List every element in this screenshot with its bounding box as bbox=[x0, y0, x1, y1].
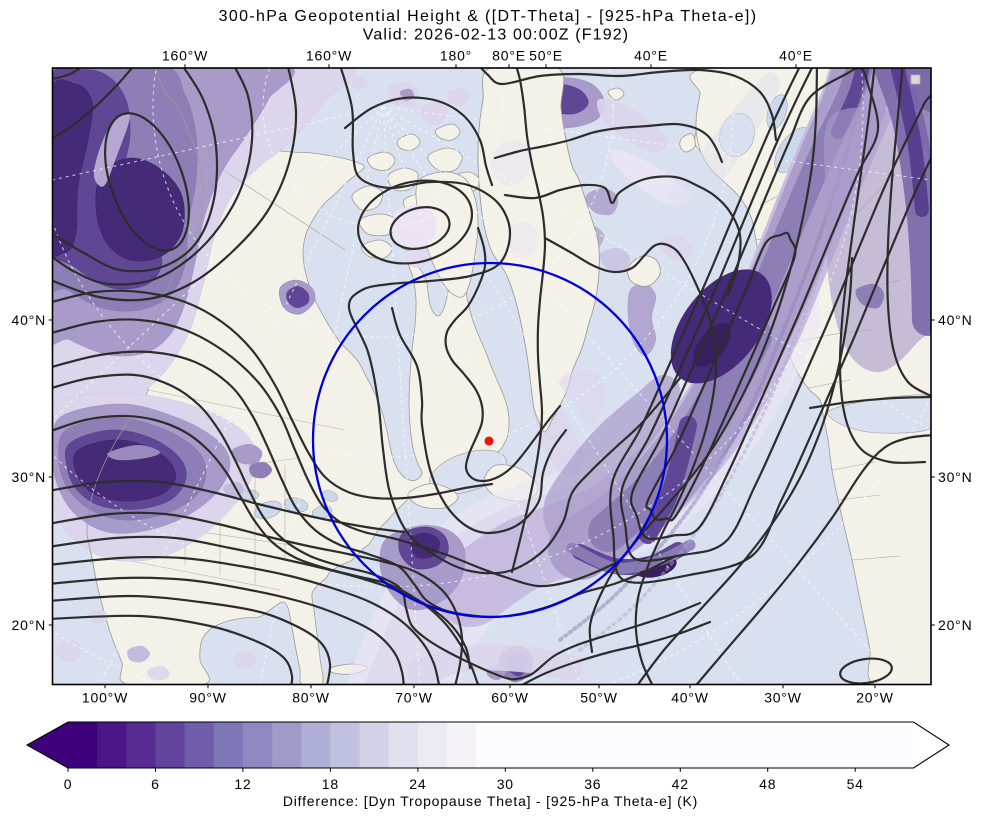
svg-text:50°W: 50°W bbox=[580, 690, 618, 706]
svg-text:40°W: 40°W bbox=[671, 690, 709, 706]
svg-text:180°: 180° bbox=[440, 48, 472, 64]
svg-text:54: 54 bbox=[847, 776, 864, 792]
svg-text:20°N: 20°N bbox=[938, 617, 972, 633]
svg-text:30°N: 30°N bbox=[12, 469, 46, 485]
svg-text:80°E: 80°E bbox=[492, 48, 526, 64]
svg-text:36: 36 bbox=[584, 776, 601, 792]
svg-text:20°N: 20°N bbox=[12, 617, 46, 633]
svg-text:160°W: 160°W bbox=[162, 48, 208, 64]
svg-text:12: 12 bbox=[234, 776, 251, 792]
svg-text:42: 42 bbox=[672, 776, 689, 792]
svg-text:40°N: 40°N bbox=[12, 312, 46, 328]
svg-text:70°W: 70°W bbox=[395, 690, 433, 706]
svg-text:0: 0 bbox=[64, 776, 73, 792]
svg-text:80°W: 80°W bbox=[292, 690, 330, 706]
svg-text:30°N: 30°N bbox=[938, 469, 972, 485]
svg-text:90°W: 90°W bbox=[189, 690, 227, 706]
svg-text:18: 18 bbox=[322, 776, 339, 792]
svg-text:40°E: 40°E bbox=[779, 48, 813, 64]
svg-text:160°W: 160°W bbox=[306, 48, 352, 64]
svg-text:24: 24 bbox=[409, 776, 426, 792]
svg-text:50°E: 50°E bbox=[529, 48, 563, 64]
svg-text:40°E: 40°E bbox=[634, 48, 668, 64]
svg-text:60°W: 60°W bbox=[491, 690, 529, 706]
svg-text:300-hPa Geopotential Height &: 300-hPa Geopotential Height & ([DT-Theta… bbox=[219, 8, 758, 25]
svg-text:20°W: 20°W bbox=[856, 690, 894, 706]
svg-text:6: 6 bbox=[151, 776, 160, 792]
svg-text:30°W: 30°W bbox=[764, 690, 802, 706]
svg-text:Valid: 2026-02-13 00:00Z (F192: Valid: 2026-02-13 00:00Z (F192) bbox=[363, 27, 630, 44]
svg-text:100°W: 100°W bbox=[82, 690, 128, 706]
svg-text:Difference: [Dyn Tropopause Th: Difference: [Dyn Tropopause Theta] - [92… bbox=[283, 793, 698, 809]
svg-text:40°N: 40°N bbox=[938, 312, 972, 328]
svg-text:48: 48 bbox=[759, 776, 776, 792]
svg-text:30: 30 bbox=[497, 776, 514, 792]
